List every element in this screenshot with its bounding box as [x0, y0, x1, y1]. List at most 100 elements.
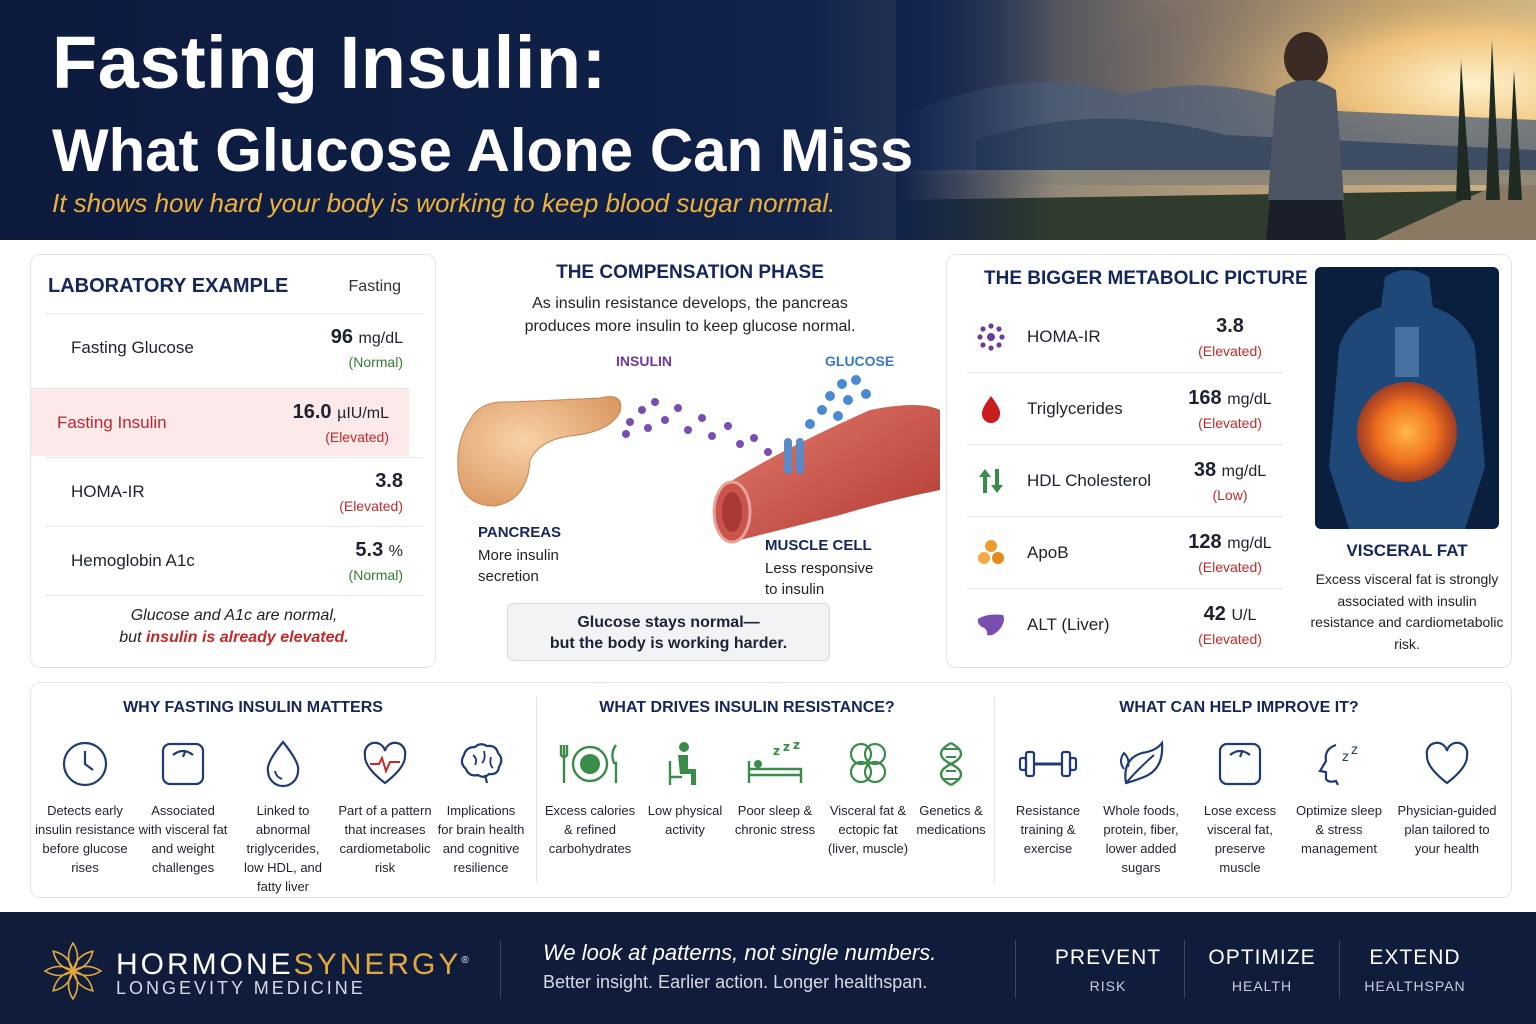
lab-row-status: (Normal) — [348, 354, 403, 370]
lab-row-value: 16.0 µIU/mL — [293, 401, 389, 424]
brand-registered-mark: ® — [461, 955, 472, 966]
insulin-receptor — [784, 438, 804, 474]
muscle-cell-description: Less responsive to insulin — [765, 558, 873, 600]
item-text: Associated with visceral fat and weight cha… — [135, 801, 231, 877]
item-line: (liver, muscle) — [827, 841, 909, 856]
lab-row-value: 96 mg/dL — [331, 326, 403, 349]
item-line: lower added — [1105, 841, 1177, 856]
why-item-brain-health: Implications for brain health and cognitiv… — [433, 739, 529, 877]
item-text: Physician-guided plan tailored to your hea… — [1391, 801, 1503, 858]
item-text: Excess calories & refined carbohydrates — [541, 801, 639, 858]
lab-value-number: 16.0 — [292, 401, 332, 423]
item-line: Implications — [446, 803, 516, 818]
page-subtitle: What Glucose Alone Can Miss — [52, 117, 914, 184]
item-line: Excess calories — [544, 803, 636, 818]
lab-row-value: 5.3 % — [355, 539, 403, 562]
lab-divider — [45, 595, 423, 596]
glucose-label: GLUCOSE — [825, 353, 895, 369]
item-line: chronic stress — [734, 822, 816, 837]
lab-row-name: Hemoglobin A1c — [71, 551, 195, 570]
lab-value-number: 5.3 — [355, 539, 384, 561]
item-text: Low physical activity — [641, 801, 729, 839]
visceral-fat-body-image — [1315, 267, 1499, 529]
item-line: cardiometabolic — [339, 841, 431, 856]
why-item-early-detection: Detects early insulin resistance before gl… — [35, 739, 135, 877]
pancreas-shape — [457, 396, 622, 507]
insulin-label: INSULIN — [616, 353, 672, 369]
pancreas-desc-line2: secretion — [478, 568, 539, 585]
item-line: plan tailored to — [1404, 822, 1490, 837]
item-line: Resistance — [1015, 803, 1081, 818]
plate-icon — [559, 744, 618, 783]
item-line: activity — [665, 822, 705, 837]
item-line: before glucose — [42, 841, 128, 856]
why-item-visceral-fat: Associated with visceral fat and weight cha… — [135, 739, 231, 877]
metric-value-unit: mg/dL — [1227, 535, 1272, 552]
section-divider — [536, 697, 537, 883]
visceral-fat-title: VISCERAL FAT — [1346, 541, 1468, 560]
item-text: Linked to abnormal triglycerides, low HDL,… — [231, 801, 335, 896]
metric-name: HDL Cholesterol — [1027, 471, 1152, 490]
svg-text:z: z — [1351, 743, 1358, 758]
item-text: Part of a pattern that increases cardiomet… — [337, 801, 433, 877]
item-line: Visceral fat & — [829, 803, 907, 818]
svg-text:z: z — [773, 744, 780, 758]
item-line: triglycerides, — [246, 841, 320, 856]
drives-item-visceral-fat: Visceral fat & ectopic fat (liver, muscle) — [821, 739, 915, 858]
brand-part-a: HORMONE — [116, 948, 294, 981]
metric-row-triglycerides: Triglycerides 168 mg/dL (Elevated) — [967, 373, 1283, 445]
pillar-subtitle: HEALTH — [1231, 978, 1293, 994]
item-line: with visceral fat — [138, 822, 228, 837]
brain-icon — [460, 743, 503, 784]
item-text: Optimize sleep & stress management — [1291, 801, 1387, 858]
item-line: low HDL, and — [243, 860, 323, 875]
pillar-subtitle: RISK — [1089, 978, 1127, 994]
item-text: Lose excess visceral fat, preserve muscle — [1191, 801, 1289, 877]
visceral-fat-description: Excess visceral fat is strongly associat… — [1303, 569, 1511, 655]
why-item-lipids-liver: Linked to abnormal triglycerides, low HDL,… — [231, 739, 335, 896]
lab-row-homa-ir: HOMA-IR 3.8 (Elevated) — [45, 457, 423, 525]
lab-value-unit: µIU/mL — [337, 405, 389, 422]
improve-section-title: WHAT CAN HELP IMPROVE IT? — [1119, 699, 1359, 716]
item-line: ectopic fat — [838, 822, 898, 837]
item-line: exercise — [1023, 841, 1073, 856]
improve-item-whole-foods: Whole foods, protein, fiber, lower added su… — [1095, 739, 1187, 877]
compensation-callout: Glucose stays normal— but the body is wo… — [507, 603, 830, 661]
bigger-metabolic-picture-panel: THE BIGGER METABOLIC PICTURE HOMA-IR 3.8… — [946, 254, 1512, 668]
lab-row-status: (Normal) — [348, 567, 403, 583]
visceral-desc-line4: risk. — [1394, 635, 1420, 652]
muscle-desc-line2: to insulin — [765, 581, 825, 598]
pillar-subtitle: HEALTHSPAN — [1364, 978, 1466, 994]
pillar-prevent: PREVENT RISK — [1032, 946, 1184, 994]
compensation-description: As insulin resistance develops, the panc… — [455, 292, 925, 338]
metric-value: 3.8 — [1177, 315, 1283, 338]
item-line: training & — [1020, 822, 1076, 837]
item-line: Poor sleep & — [737, 803, 813, 818]
lab-footnote-emphasis: insulin is already elevated. — [145, 629, 349, 646]
metric-row-hdl-cholesterol: HDL Cholesterol 38 mg/dL (Low) — [967, 445, 1283, 517]
item-line: resilience — [453, 860, 509, 875]
item-line: protein, fiber, — [1103, 822, 1179, 837]
lab-footnote: Glucose and A1c are normal, but insulin … — [31, 605, 437, 649]
leaf-icon — [1120, 740, 1164, 785]
muscle-cell-shape — [725, 405, 940, 540]
item-text: Implications for brain health and cognitiv… — [433, 801, 529, 877]
drop-icon — [266, 740, 300, 788]
item-line: sugars — [1121, 860, 1161, 875]
pancreas-description: More insulin secretion — [478, 545, 559, 587]
improve-item-lose-visceral-fat: Lose excess visceral fat, preserve muscle — [1191, 739, 1289, 877]
callout-line1: Glucose stays normal— — [577, 614, 760, 631]
heart-pulse-icon — [363, 741, 407, 785]
item-line: Linked to abnormal — [255, 803, 311, 837]
footer-divider — [1339, 940, 1340, 998]
scale-icon — [1218, 742, 1262, 786]
lab-row-name: Fasting Glucose — [71, 338, 194, 357]
item-line: and cognitive — [442, 841, 520, 856]
fat-cells-icon — [849, 742, 887, 784]
lab-value-number: 96 — [330, 326, 353, 348]
bigger-picture-title: THE BIGGER METABOLIC PICTURE — [984, 268, 1308, 289]
brand-subtitle: LONGEVITY MEDICINE — [116, 978, 366, 998]
